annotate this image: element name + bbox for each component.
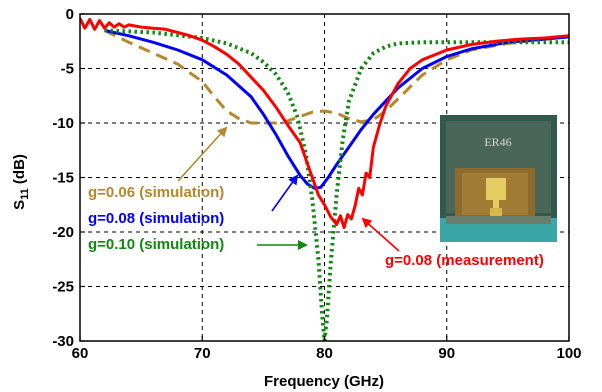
arrow-g006: [177, 126, 228, 182]
y-tick-label--15: -15: [52, 170, 74, 187]
x-tick-label-60: 60: [72, 345, 89, 362]
annotation-g008-meas: g=0.08 (measurement): [385, 252, 544, 269]
series-layer: [80, 17, 569, 341]
axis-layer: 60 70 80 90 100 0 -5 -10 -15 -20 -25 -30: [52, 6, 581, 362]
y-tick-label--5: -5: [61, 61, 74, 78]
y-axis-label: S11 (dB): [11, 154, 31, 210]
y-tick-label-0: 0: [66, 6, 74, 23]
series-line-2: [104, 28, 569, 341]
annotation-g006-sim: g=0.06 (simulation): [88, 184, 224, 201]
grid-layer: [80, 14, 569, 341]
x-axis-label: Frequency (GHz): [264, 373, 384, 390]
y-tick-label--10: -10: [52, 115, 74, 132]
inset-label: ER46: [484, 135, 511, 149]
arrow-g008-meas: [361, 217, 400, 252]
x-tick-label-90: 90: [438, 345, 455, 362]
x-tick-label-100: 100: [556, 345, 581, 362]
x-tick-label-80: 80: [316, 345, 333, 362]
y-tick-label--20: -20: [52, 224, 74, 241]
series-line-3: [80, 17, 569, 230]
inset-photo: ER46: [440, 115, 557, 242]
annotation-g010-sim: g=0.10 (simulation): [88, 236, 224, 253]
y-tick-label--25: -25: [52, 279, 74, 296]
series-line-0: [103, 29, 569, 125]
arrow-g008: [271, 174, 299, 212]
x-tick-label-70: 70: [194, 345, 211, 362]
series-line-1: [104, 28, 569, 190]
y-tick-label--30: -30: [52, 333, 74, 350]
annotation-g008-sim: g=0.08 (simulation): [88, 210, 224, 227]
